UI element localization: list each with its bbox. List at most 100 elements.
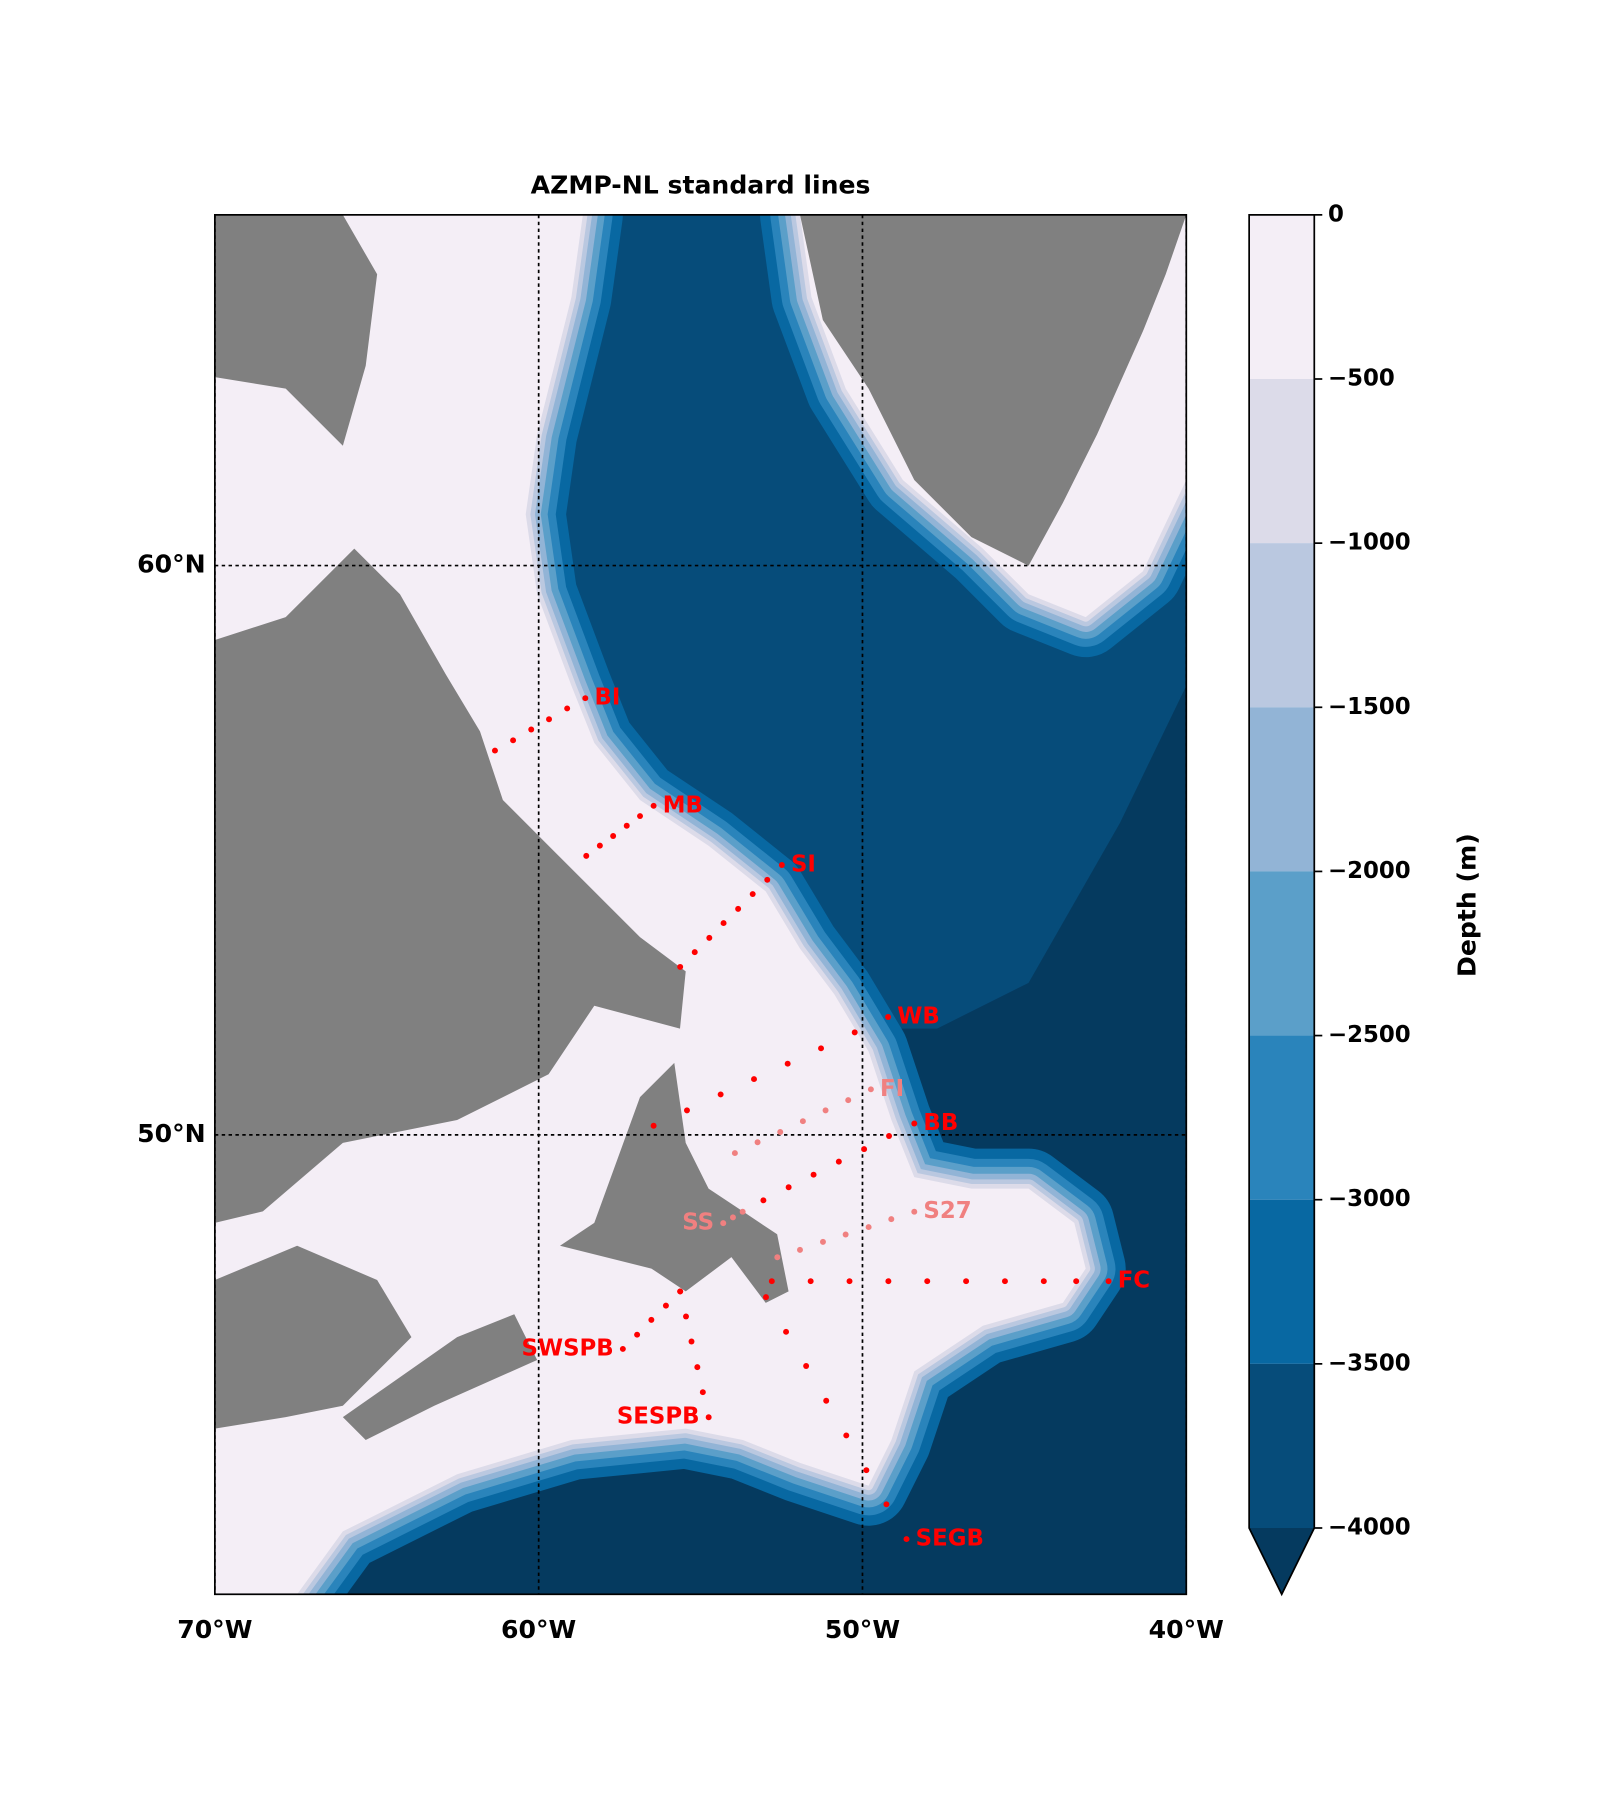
line-label: SWSPB: [521, 1335, 613, 1361]
station: [610, 832, 617, 839]
colorbar-tick-label: 0: [1328, 201, 1344, 227]
colorbar-band: [1249, 1199, 1315, 1364]
station: [729, 1214, 736, 1221]
colorbar-label: Depth (m): [1453, 833, 1482, 977]
station: [677, 963, 684, 970]
station: [799, 1118, 806, 1125]
station: [634, 1331, 641, 1338]
newfoundland: [559, 1062, 789, 1303]
baffin-island: [214, 214, 378, 446]
new-brunswick: [214, 1245, 412, 1429]
station: [662, 1302, 669, 1309]
station: [867, 1086, 874, 1093]
station: [835, 1158, 842, 1165]
colorbar-band: [1249, 214, 1315, 379]
plot-frame: [213, 213, 1188, 1596]
line-label: S27: [923, 1198, 971, 1224]
station: [911, 1208, 918, 1215]
station: [619, 1345, 626, 1352]
station: [911, 1120, 918, 1127]
station: [491, 747, 498, 754]
x-tick-label: 40°W: [1149, 1615, 1224, 1644]
station: [720, 1220, 727, 1227]
station: [777, 1129, 784, 1135]
station: [751, 1076, 757, 1083]
station: [731, 1150, 738, 1157]
station: [648, 1316, 655, 1323]
station: [885, 1014, 892, 1020]
station: [699, 1389, 706, 1396]
shelf-band: [214, 214, 1086, 1595]
station: [886, 1133, 892, 1139]
station: [819, 1238, 826, 1245]
station: [596, 842, 603, 849]
station: [582, 695, 589, 702]
station: [823, 1397, 830, 1404]
shelf-bands: [214, 214, 1187, 1595]
station: [705, 1414, 712, 1421]
station: [843, 1432, 850, 1439]
line-label: FC: [1118, 1268, 1150, 1294]
station: [885, 1278, 892, 1285]
x-tick-label: 60°W: [501, 1615, 576, 1644]
station: [760, 1197, 767, 1204]
labrador: [214, 548, 686, 1223]
station: [924, 1278, 931, 1285]
chart-title: AZMP-NL standard lines: [531, 170, 871, 199]
figure: BI MB SI WB FI BB S27 SS FC SWSPB SESPB SEGB AZMP-N…: [137, 170, 1481, 1644]
station: [846, 1278, 853, 1285]
station: [677, 1288, 684, 1295]
station: [1073, 1278, 1080, 1285]
colorbar: 0 −500 −1000 −1500 −2000 −2500 −3000 −3500 −4000: [1248, 201, 1411, 1597]
basemap: BI MB SI WB FI BB S27 SS FC SWSPB SESPB SEGB: [214, 214, 1187, 1595]
station: [774, 1254, 781, 1261]
station: [785, 1184, 792, 1191]
line-label: MB: [663, 792, 703, 818]
station: [784, 1060, 791, 1067]
line-label: SI: [791, 852, 816, 878]
station: [783, 1328, 790, 1335]
station: [822, 1107, 829, 1114]
station: [650, 802, 657, 809]
station: [1040, 1278, 1047, 1285]
line-label: FI: [880, 1076, 904, 1102]
colorbar-tick-label: −2500: [1328, 1022, 1411, 1048]
line-label: SEGB: [916, 1526, 984, 1552]
colorbar-tick-label: −500: [1328, 365, 1395, 391]
colorbar-frame: [1248, 213, 1316, 1597]
nova-scotia: [342, 1314, 538, 1440]
station: [763, 1294, 769, 1301]
station: [735, 905, 742, 912]
line-label: WB: [897, 1004, 940, 1030]
station: [683, 1107, 690, 1114]
station: [528, 726, 535, 733]
colorbar-tick-label: −1500: [1328, 694, 1411, 720]
station: [963, 1278, 970, 1285]
station: [546, 716, 552, 723]
station: [720, 920, 727, 927]
station: [1105, 1278, 1112, 1285]
station: [717, 1091, 724, 1098]
greenland: [799, 214, 1187, 566]
colorbar-extend: [1249, 1527, 1315, 1595]
line-label: SS: [682, 1210, 714, 1236]
colorbar-band: [1249, 707, 1315, 872]
station: [583, 852, 590, 859]
station: [739, 1208, 746, 1215]
colorbar-tick-label: −3000: [1328, 1186, 1411, 1212]
station: [851, 1029, 858, 1036]
station: [883, 1501, 890, 1508]
colorbar-band: [1249, 1035, 1315, 1200]
station: [845, 1097, 852, 1104]
station: [778, 862, 785, 868]
station: [1001, 1278, 1008, 1285]
station: [807, 1278, 814, 1285]
station: [764, 876, 771, 883]
line-label: BI: [594, 685, 620, 711]
colorbar-band: [1249, 543, 1315, 708]
station: [688, 1338, 695, 1345]
station: [691, 949, 698, 956]
station: [683, 1313, 689, 1320]
